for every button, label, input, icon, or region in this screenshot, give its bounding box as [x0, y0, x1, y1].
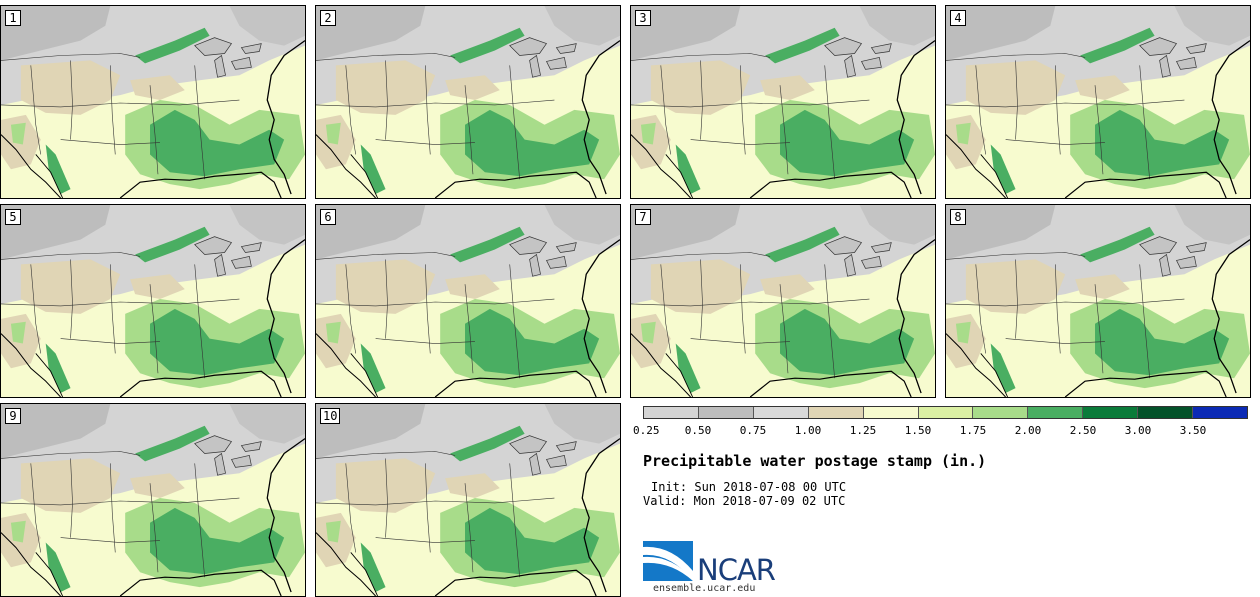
stamp-number: 7 [635, 209, 651, 225]
colorbar-segment [644, 407, 699, 418]
colorbar-tick-label: 2.50 [1069, 424, 1097, 437]
colorbar [643, 406, 1248, 419]
colorbar-tick-label: 0.50 [684, 424, 712, 437]
precipitable-water-map [1, 205, 305, 397]
colorbar-segment [1083, 407, 1139, 418]
precipitable-water-map [316, 404, 620, 596]
stamp-number: 5 [5, 209, 21, 225]
stamp-number: 8 [950, 209, 966, 225]
precipitable-water-map [1, 404, 305, 596]
colorbar-ticks: 0.25 0.50 0.75 1.00 1.25 1.50 1.75 2.00 2.50 3.00… [633, 424, 1248, 438]
precipitable-water-map [1, 6, 305, 198]
ncar-logo-icon [643, 541, 693, 581]
colorbar-segment [1138, 407, 1194, 418]
colorbar-tick-label: 3.00 [1124, 424, 1152, 437]
map-stamp: 7 [630, 204, 936, 398]
colorbar-tick-label: 0.75 [739, 424, 767, 437]
map-stamp: 1 [0, 5, 306, 199]
map-stamp: 8 [945, 204, 1251, 398]
precipitable-water-map [946, 205, 1250, 397]
colorbar-segment [863, 407, 919, 418]
init-time: Init: Sun 2018-07-08 00 UTC [651, 480, 847, 494]
precipitable-water-map [946, 6, 1250, 198]
colorbar-segment [1193, 407, 1247, 418]
colorbar-tick-label: 1.00 [794, 424, 822, 437]
stamp-number: 2 [320, 10, 336, 26]
logo-url: ensemble.ucar.edu [653, 583, 756, 594]
colorbar-segment [973, 407, 1029, 418]
logo-text: NCAR [697, 553, 776, 587]
stamp-number: 3 [635, 10, 651, 26]
colorbar-tick-label: 0.25 [633, 424, 660, 437]
map-stamp: 10 [315, 403, 621, 597]
precipitable-water-map [631, 6, 935, 198]
colorbar-tick-label: 1.25 [849, 424, 877, 437]
colorbar-segment [753, 407, 809, 418]
colorbar-segment [808, 407, 864, 418]
valid-time: Valid: Mon 2018-07-09 02 UTC [643, 494, 846, 508]
colorbar-segment [698, 407, 754, 418]
stamp-number: 10 [320, 408, 341, 424]
map-stamp: 2 [315, 5, 621, 199]
figure-title: Precipitable water postage stamp (in.) [643, 452, 987, 470]
map-stamp: 5 [0, 204, 306, 398]
colorbar-tick-label: 1.50 [904, 424, 932, 437]
precipitable-water-map [316, 6, 620, 198]
precipitable-water-map [631, 205, 935, 397]
precipitable-water-map [316, 205, 620, 397]
stamp-number: 4 [950, 10, 966, 26]
colorbar-tick-label: 2.00 [1014, 424, 1042, 437]
colorbar-tick-label: 1.75 [959, 424, 987, 437]
stamp-number: 6 [320, 209, 336, 225]
map-stamp: 3 [630, 5, 936, 199]
map-stamp: 9 [0, 403, 306, 597]
colorbar-segment [918, 407, 974, 418]
map-stamp: 4 [945, 5, 1251, 199]
stamp-number: 1 [5, 10, 21, 26]
map-stamp: 6 [315, 204, 621, 398]
colorbar-tick-label: 3.50 [1179, 424, 1207, 437]
stamp-number: 9 [5, 408, 21, 424]
colorbar-segment [1028, 407, 1084, 418]
